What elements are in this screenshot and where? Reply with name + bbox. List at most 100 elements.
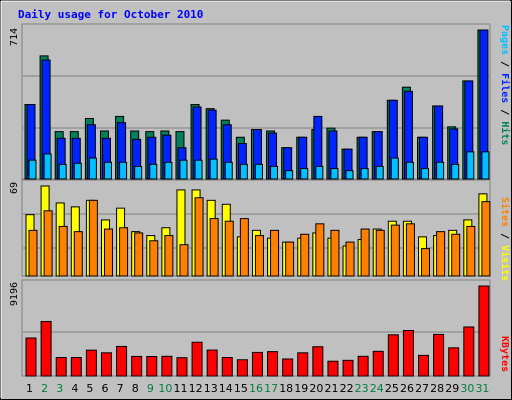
sites-bar [103, 228, 113, 277]
legend-sep-2: / [499, 103, 510, 121]
pages-bar [134, 165, 143, 180]
pages-bar [360, 168, 369, 180]
day-label: 3 [56, 382, 63, 395]
sites-bar [345, 241, 355, 277]
sites-bar [451, 233, 461, 277]
kbytes-bar [433, 333, 445, 377]
day-label: 18 [279, 382, 293, 395]
pages-bar [194, 159, 203, 180]
sites-bar [466, 225, 476, 277]
kbytes-bar [282, 358, 294, 377]
legend-pages: Pages [499, 25, 510, 55]
visits-sites-legend: Sites / Visits [499, 197, 511, 281]
hits-files-pages-legend: Pages / Files / Hits [499, 25, 511, 145]
kbytes-bar [116, 345, 128, 377]
sites-bar [164, 235, 174, 277]
pages-bar [451, 163, 460, 180]
sites-bar [43, 210, 53, 277]
sites-bar [194, 197, 204, 277]
pages-bar [209, 158, 218, 180]
kbytes-bar [418, 354, 430, 377]
day-label: 15 [234, 382, 248, 395]
sites-bar [405, 223, 415, 277]
pages-bar [254, 163, 263, 180]
day-label: 16 [249, 382, 263, 395]
sites-bar [481, 201, 491, 277]
kbytes-bar [191, 341, 203, 377]
kbytes-bar [372, 350, 384, 377]
pages-bar [270, 165, 279, 180]
pages-bar [436, 161, 445, 180]
sites-bar [390, 224, 400, 277]
sites-bar [149, 240, 159, 277]
kbytes-bar [402, 329, 414, 377]
day-label: 28 [430, 382, 444, 395]
pages-bar [300, 168, 309, 180]
sites-bar [239, 218, 249, 277]
day-label: 19 [294, 382, 308, 395]
visits-ymax-label: 69 [9, 182, 20, 194]
pages-bar [285, 170, 294, 180]
sites-bar [315, 223, 325, 277]
legend-kbytes: KBytes [499, 336, 510, 372]
kbytes-bar [40, 320, 52, 377]
sites-bar [254, 235, 264, 277]
day-label: 30 [460, 382, 474, 395]
day-label: 22 [340, 382, 354, 395]
sites-bar [436, 231, 446, 277]
hits-ymax-label: 714 [9, 28, 20, 46]
pages-bar [481, 151, 490, 180]
sites-bar [119, 227, 129, 277]
kbytes-bar [131, 355, 143, 377]
sites-bar [375, 229, 385, 277]
day-label: 29 [445, 382, 459, 395]
sites-bar [58, 225, 68, 277]
day-label: 5 [86, 382, 93, 395]
pages-bar [315, 165, 324, 180]
sites-bar [73, 231, 83, 277]
kbytes-bar [478, 285, 490, 377]
pages-bar [103, 161, 112, 180]
pages-bar [119, 161, 128, 180]
kbytes-bar [70, 357, 82, 377]
pages-bar [179, 159, 188, 180]
sites-bar [285, 241, 295, 277]
legend-files: Files [499, 73, 511, 103]
legend-sep-3: / [499, 227, 510, 245]
legend-visits: Visits [499, 245, 511, 281]
kbytes-bar [236, 359, 248, 377]
day-label: 11 [174, 382, 188, 395]
kbytes-bar [297, 352, 309, 377]
day-label: 27 [415, 382, 429, 395]
kbytes-bar [387, 334, 399, 377]
sites-bar [421, 248, 431, 277]
day-label: 23 [355, 382, 369, 395]
day-label: 10 [158, 382, 172, 395]
kbytes-bar [267, 351, 279, 377]
day-label: 21 [324, 382, 338, 395]
pages-bar [390, 157, 399, 180]
kbytes-bar [161, 355, 173, 377]
pages-bar [43, 153, 52, 180]
sites-bar [330, 229, 340, 277]
kbytes-bar [176, 357, 188, 377]
kbytes-bar [327, 360, 339, 377]
kbytes-bar [85, 349, 97, 377]
chart-title: Daily usage for October 2010 [18, 8, 203, 21]
pages-bar [149, 163, 158, 180]
sites-bar [28, 229, 38, 277]
kbytes-ymax-label: 9196 [9, 282, 20, 306]
sites-bar [270, 229, 280, 277]
kbytes-bar [146, 356, 158, 377]
day-label: 4 [71, 382, 78, 395]
pages-bar [330, 168, 339, 180]
pages-bar [28, 159, 37, 180]
day-label: 14 [219, 382, 233, 395]
kbytes-bar [206, 349, 218, 377]
kbytes-bar [342, 359, 354, 377]
pages-bar [239, 163, 248, 180]
kbytes-bar [357, 355, 369, 377]
pages-bar [58, 163, 67, 180]
